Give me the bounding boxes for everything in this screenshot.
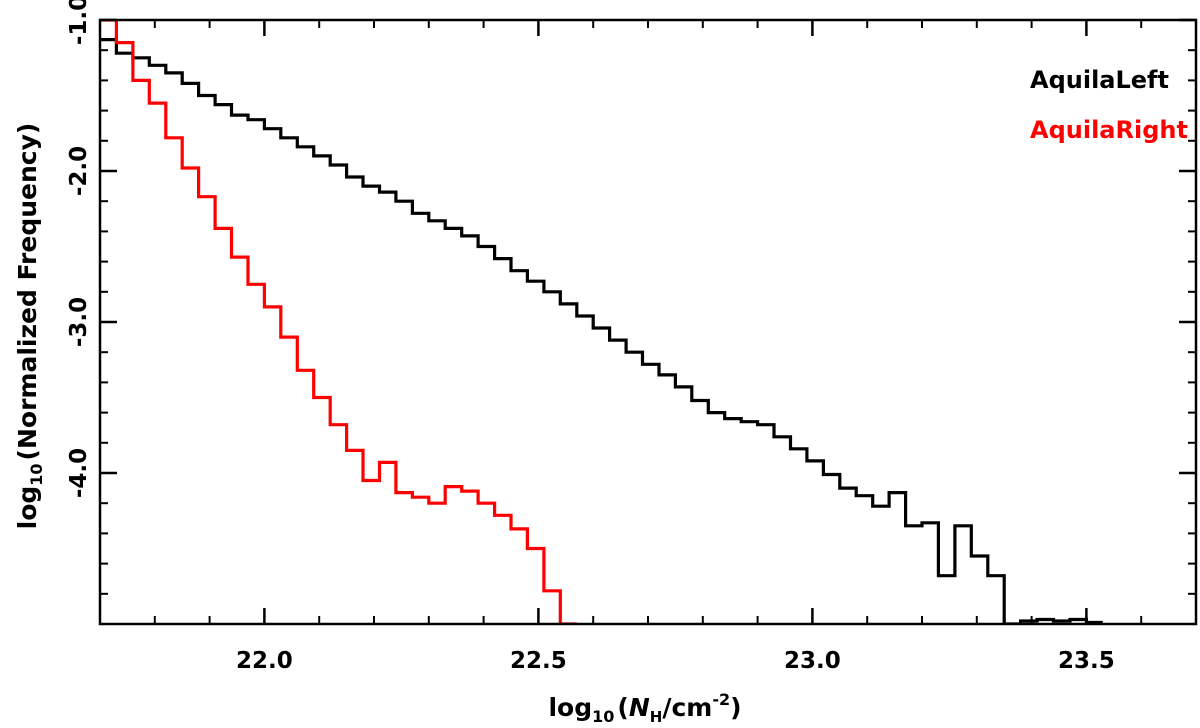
plot-frame [98, 18, 1198, 626]
x-tick-label: 22.0 [236, 648, 293, 674]
x-tick-label: 23.5 [1058, 648, 1115, 674]
x-axis-title: log10 (NH/cm-2) [548, 690, 741, 726]
legend-entry-aquilaright: AquilaRight [1030, 116, 1188, 144]
y-tick-label: -3.0 [66, 297, 92, 347]
legend-entry-aquilaleft: AquilaLeft [1030, 66, 1169, 94]
tick-labels: 22.0 22.5 23.0 23.5 -1.0 -2.0 -3.0 -4.0 [66, 0, 1115, 674]
series-layer [100, 20, 1103, 624]
axis-ticks [99, 18, 1197, 625]
y-tick-label: -1.0 [66, 0, 92, 45]
series-aquilaleft [100, 38, 1103, 624]
y-axis-title: log10(Normalized Frequency) [13, 123, 46, 530]
series-aquilaright [100, 20, 577, 624]
y-tick-label: -2.0 [66, 146, 92, 196]
y-tick-label: -4.0 [66, 448, 92, 498]
legend: AquilaLeft AquilaRight [1030, 66, 1188, 144]
x-tick-label: 23.0 [784, 648, 841, 674]
x-tick-label: 22.5 [510, 648, 567, 674]
